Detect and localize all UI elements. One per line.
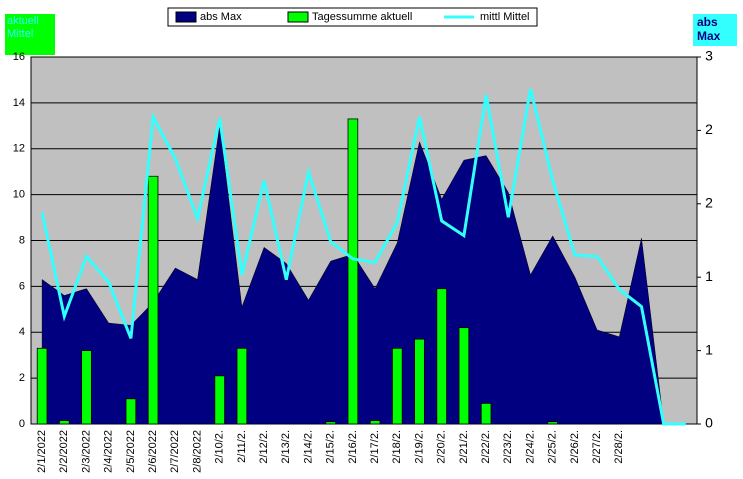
x-tick-label: 2/10/2.: [214, 430, 226, 464]
bar: [436, 288, 447, 425]
legend-label: mittl Mittel: [480, 11, 530, 23]
x-tick-label: 2/3/2022: [80, 430, 92, 473]
x-tick-label: 2/2/2022: [58, 430, 70, 473]
y2-tick-label: 0: [705, 415, 713, 431]
bar: [236, 347, 248, 425]
x-tick-label: 2/6/2022: [147, 430, 159, 473]
y2-tick-label: 2: [705, 195, 713, 211]
left-corner-label: aktuell Mittel: [7, 15, 39, 40]
y-tick-label: 12: [13, 143, 25, 155]
bar: [214, 375, 225, 425]
x-tick-label: 2/28/2.: [613, 430, 625, 464]
y-tick-label: 2: [19, 372, 25, 384]
bar: [480, 402, 492, 425]
x-tick-label: 2/20/2.: [436, 430, 448, 464]
line: [40, 88, 686, 426]
y2-tick-label: 3: [705, 48, 713, 64]
legend-label: Tagessumme aktuell: [312, 11, 412, 23]
bar: [81, 350, 92, 425]
right-corner-box: [693, 14, 737, 46]
bar: [125, 398, 137, 425]
x-tick-label: 2/16/2.: [347, 430, 359, 464]
y-tick-label: 10: [13, 189, 25, 201]
y-tick-label: 6: [19, 280, 25, 292]
y2-tick-label: 2: [705, 121, 713, 137]
x-tick-label: 2/12/2.: [258, 430, 270, 464]
x-tick-label: 2/15/2.: [325, 430, 337, 464]
x-tick-label: 2/23/2.: [502, 430, 514, 464]
bar: [392, 347, 403, 425]
left-corner-box: [5, 14, 55, 55]
bar: [325, 421, 336, 425]
bar: [369, 420, 381, 425]
x-tick-label: 2/7/2022: [169, 430, 181, 473]
x-tick-label: 2/1/2022: [36, 430, 48, 473]
y-tick-label: 16: [13, 51, 25, 63]
y-tick-label: 4: [19, 326, 25, 338]
left-corner-wrap: aktuell Mittel: [7, 15, 39, 40]
x-tick-label: 2/18/2.: [391, 430, 403, 464]
bar: [458, 327, 470, 425]
x-tick-label: 2/19/2.: [413, 430, 425, 464]
bar: [59, 420, 70, 425]
legend-label: abs Max: [200, 11, 242, 23]
x-tick-label: 2/11/2.: [236, 430, 248, 463]
y2-tick-label: 1: [705, 341, 713, 357]
x-tick-label: 2/26/2.: [569, 430, 581, 464]
x-tick-label: 2/14/2.: [302, 430, 314, 464]
x-tick-label: 2/5/2022: [125, 430, 137, 473]
x-tick-label: 2/4/2022: [103, 430, 115, 473]
area: [41, 125, 686, 425]
right-corner-label: abs Max: [697, 15, 721, 43]
x-tick-label: 2/25/2.: [547, 430, 559, 464]
x-tick-label: 2/21/2.: [458, 430, 470, 464]
x-tick-label: 2/24/2.: [524, 430, 536, 464]
x-tick-label: 2/22/2.: [480, 430, 492, 464]
legend-swatch: [287, 11, 309, 23]
y2-tick-label: 1: [705, 268, 713, 284]
bar: [414, 338, 425, 425]
bar: [147, 175, 159, 425]
y-tick-label: 14: [13, 97, 25, 109]
bar: [36, 347, 48, 425]
y-tick-label: 8: [19, 234, 25, 246]
legend-swatch: [175, 11, 197, 23]
x-tick-label: 2/27/2.: [591, 430, 603, 464]
bar: [547, 421, 558, 425]
x-tick-label: 2/17/2.: [369, 430, 381, 464]
bar: [347, 118, 359, 425]
x-tick-label: 2/13/2.: [280, 430, 292, 464]
legend: [167, 7, 538, 27]
y-tick-label: 0: [19, 418, 25, 430]
x-tick-label: 2/8/2022: [191, 430, 203, 473]
right-corner-wrap: abs Max: [697, 15, 721, 43]
